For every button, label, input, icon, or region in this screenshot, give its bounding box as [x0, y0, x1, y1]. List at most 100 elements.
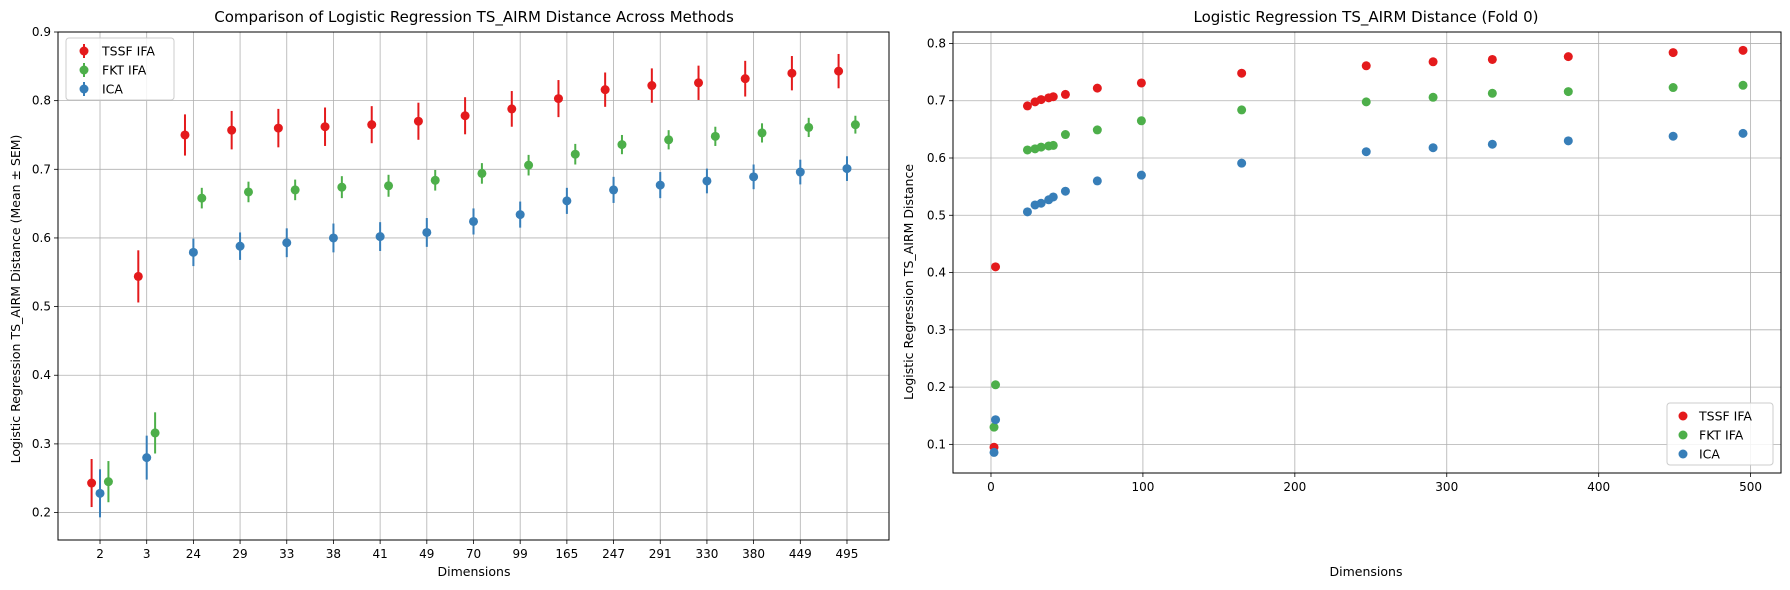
legend-box: [65, 37, 175, 101]
data-point: [133, 271, 143, 281]
data-point: [1563, 87, 1573, 97]
data-point: [1428, 92, 1438, 102]
data-point: [375, 232, 385, 242]
legend-marker: [79, 84, 89, 94]
data-point: [710, 131, 720, 141]
data-point: [1487, 54, 1497, 64]
data-point: [1092, 176, 1102, 186]
data-point: [103, 477, 113, 487]
data-point: [1668, 48, 1678, 58]
data-point: [702, 176, 712, 186]
data-point: [1668, 131, 1678, 141]
data-point: [1036, 142, 1046, 152]
y-tick-label: 0.8: [32, 94, 51, 108]
data-point: [562, 196, 572, 206]
y-tick-label: 0.7: [927, 94, 946, 108]
data-point: [243, 187, 253, 197]
data-point: [320, 122, 330, 132]
x-tick-label: 70: [466, 547, 481, 561]
legend-marker: [1678, 411, 1688, 421]
x-tick-label: 330: [695, 547, 718, 561]
data-point: [328, 233, 338, 243]
x-tick-label: 165: [555, 547, 578, 561]
legend-marker: [79, 65, 89, 75]
data-point: [989, 447, 999, 457]
data-point: [1136, 78, 1146, 88]
data-point: [413, 116, 423, 126]
plot-frame: [952, 31, 1782, 474]
data-point: [524, 160, 534, 170]
data-point: [1048, 192, 1058, 202]
data-point: [1738, 45, 1748, 55]
data-point: [1428, 143, 1438, 153]
data-point: [1060, 186, 1070, 196]
data-point: [1048, 140, 1058, 150]
legend-label: TSSF IFA: [101, 44, 155, 59]
data-point: [95, 488, 105, 498]
data-point: [337, 182, 347, 192]
y-tick-label: 0.6: [32, 231, 51, 245]
x-tick-label: 2: [96, 547, 104, 561]
data-point: [989, 422, 999, 432]
chart-left-comparison: Comparison of Logistic Regression TS_AIR…: [8, 8, 890, 579]
data-point: [1361, 97, 1371, 107]
data-point: [655, 180, 665, 190]
data-point: [384, 181, 394, 191]
data-point: [197, 193, 207, 203]
data-point: [1563, 52, 1573, 62]
chart-left-title: Comparison of Logistic Regression TS_AIR…: [214, 8, 734, 27]
data-point: [1060, 130, 1070, 140]
x-tick-label: 400: [1587, 480, 1610, 494]
data-point: [795, 167, 805, 177]
data-point: [570, 149, 580, 159]
data-point: [991, 415, 1001, 425]
data-point: [290, 185, 300, 195]
chart-right-x-axis-label: Dimensions: [1330, 564, 1403, 579]
data-point: [477, 168, 487, 178]
legend-marker: [1678, 430, 1688, 440]
x-tick-label: 49: [419, 547, 434, 561]
data-point: [227, 125, 237, 135]
y-tick-label: 0.6: [927, 151, 946, 165]
y-tick-label: 0.8: [927, 36, 946, 50]
data-point: [991, 380, 1001, 390]
x-tick-label: 247: [602, 547, 625, 561]
x-tick-label: 300: [1435, 480, 1458, 494]
data-point: [1048, 92, 1058, 102]
x-tick-label: 24: [186, 547, 201, 561]
data-point: [150, 428, 160, 438]
y-tick-label: 0.3: [927, 323, 946, 337]
data-point: [1237, 68, 1247, 78]
chart-right-y-axis-label: Logistic Regression TS_AIRM Distance: [901, 164, 916, 400]
data-point: [273, 123, 283, 133]
data-point: [1022, 207, 1032, 217]
y-tick-label: 0.4: [32, 368, 51, 382]
data-point: [430, 175, 440, 185]
data-point: [507, 104, 517, 114]
legend-box: [1666, 402, 1774, 466]
data-point: [1668, 83, 1678, 93]
data-point: [1092, 125, 1102, 135]
data-point: [664, 135, 674, 145]
x-tick-label: 0: [987, 480, 995, 494]
x-tick-label: 38: [326, 547, 341, 561]
y-tick-label: 0.9: [32, 25, 51, 39]
x-tick-label: 100: [1131, 480, 1154, 494]
x-tick-label: 380: [742, 547, 765, 561]
data-point: [1092, 83, 1102, 93]
x-tick-label: 500: [1739, 480, 1762, 494]
data-point: [367, 120, 377, 130]
legend-label: FKT IFA: [1699, 428, 1744, 443]
data-point: [553, 94, 563, 104]
data-point: [749, 172, 759, 182]
data-point: [1036, 95, 1046, 105]
legend-marker: [1678, 449, 1688, 459]
data-point: [694, 78, 704, 88]
data-point: [180, 130, 190, 140]
y-tick-label: 0.5: [927, 208, 946, 222]
data-point: [1237, 158, 1247, 168]
data-point: [282, 238, 292, 248]
y-tick-label: 0.7: [32, 162, 51, 176]
data-point: [740, 74, 750, 84]
legend-marker: [79, 46, 89, 56]
